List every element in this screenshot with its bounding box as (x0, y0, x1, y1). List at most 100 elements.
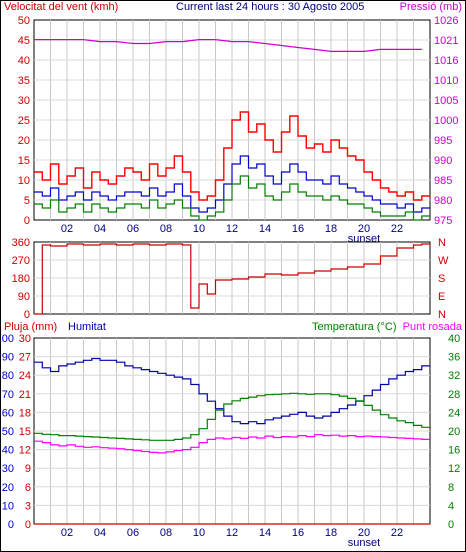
climate-grid (34, 338, 430, 524)
temperature-y-tick-label: 20 (448, 426, 460, 438)
compass-y-tick-label: S (438, 273, 445, 285)
wind-y-tick-label: 25 (18, 115, 30, 127)
temperature-y-tick-label: 32 (448, 370, 460, 382)
pressure-y-tick-label: 1000 (434, 115, 458, 127)
direction-series-line (34, 243, 430, 315)
rain-title: Pluja (mm) (4, 321, 57, 333)
rain-y-tick-label: 30 (19, 333, 31, 345)
pressure-y-tick-label: 1010 (434, 75, 458, 87)
climate-x-tick-label: 06 (127, 527, 139, 539)
wind-series-low-line (34, 175, 430, 221)
climate-x-tick-label: 14 (259, 527, 271, 539)
temperature-y-tick-label: 12 (448, 463, 460, 475)
pressure-y-tick-label: 1016 (434, 55, 458, 67)
compass-y-tick-label: N (438, 309, 446, 321)
rain-y-tick-label: 6 (25, 482, 31, 494)
pressure-y-tick-label: 1021 (434, 35, 458, 47)
climate-x-tick-label: 10 (193, 527, 205, 539)
direction-y-tick-label: 90 (18, 291, 30, 303)
direction-series (34, 243, 430, 315)
humidity-y-tick-label: 40 (2, 445, 14, 457)
humidity-y-tick-label: 70 (2, 389, 14, 401)
climate-x-tick-label: 18 (325, 527, 337, 539)
temperature-y-tick-label: 36 (448, 352, 460, 364)
wind-y-tick-label: 40 (18, 55, 30, 67)
rain-y-tick-label: 9 (25, 463, 31, 475)
climate-sunset-label: sunset (348, 537, 380, 549)
wind-y-tick-label: 30 (18, 95, 30, 107)
rain-y-tick-label: 27 (19, 352, 31, 364)
pressure-y-tick-label: 975 (434, 215, 452, 227)
humidity-y-tick-label: 90 (2, 352, 14, 364)
humidity-y-tick-label: 30 (2, 463, 14, 475)
compass-y-tick-label: W (438, 255, 449, 267)
wind-x-tick-label: 14 (259, 223, 271, 235)
rain-y-tick-label: 15 (19, 426, 31, 438)
wind-x-axis-ticks: 02 04 06 08 10 12 14 16 18 20 22 (61, 223, 403, 235)
wind-y-tick-label: 50 (18, 15, 30, 27)
pressure-title: Pressió (mb) (400, 1, 462, 13)
direction-y-tick-label: 270 (12, 255, 30, 267)
climate-x-tick-label: 22 (391, 527, 403, 539)
rain-y-tick-label: 21 (19, 389, 31, 401)
wind-series-pressure-line (34, 39, 422, 52)
pressure-y-tick-label: 1026 (434, 15, 458, 27)
humidity-y-tick-label: 20 (2, 482, 14, 494)
wind-x-tick-label: 06 (127, 223, 139, 235)
temperature-y-tick-label: 40 (448, 333, 460, 345)
direction-y-tick-label: 180 (12, 273, 30, 285)
humidity-y-tick-label: 60 (2, 407, 14, 419)
pressure-y-tick-label: 980 (434, 195, 452, 207)
wind-y-tick-label: 35 (18, 75, 30, 87)
climate-x-tick-label: 20 (358, 527, 370, 539)
rain-y-tick-label: 0 (25, 519, 31, 531)
pressure-y-tick-label: 995 (434, 135, 452, 147)
humidity-title: Humitat (68, 321, 106, 333)
wind-title: Velocitat del vent (kmh) (4, 1, 118, 13)
pressure-y-tick-label: 990 (434, 155, 452, 167)
climate-series-dew-line (34, 434, 430, 454)
wind-series-gust-line (34, 111, 430, 201)
direction-y-axis-ticks: 0 90 180 270 360 (12, 237, 30, 321)
temperature-y-tick-label: 4 (448, 500, 454, 512)
humidity-y-axis-ticks: 0 10 20 30 40 50 60 70 80 90 100 (0, 333, 14, 531)
direction-grid (34, 242, 430, 314)
humidity-y-tick-label: 10 (2, 500, 14, 512)
pressure-y-axis-ticks: 975 980 985 990 995 1000 1005 1010 1016 1021 1026 (434, 15, 458, 227)
climate-x-tick-label: 02 (61, 527, 73, 539)
wind-y-tick-label: 45 (18, 35, 30, 47)
wind-x-tick-label: 18 (325, 223, 337, 235)
wind-x-tick-label: 10 (193, 223, 205, 235)
wind-x-tick-label: 22 (391, 223, 403, 235)
rain-y-axis-ticks: 0 3 6 9 12 15 18 21 24 27 30 (19, 333, 31, 531)
humidity-y-tick-label: 50 (2, 426, 14, 438)
direction-y-tick-label: 0 (24, 309, 30, 321)
wind-x-tick-label: 16 (292, 223, 304, 235)
rain-y-tick-label: 12 (19, 445, 31, 457)
direction-y-tick-label: 360 (12, 237, 30, 249)
wind-y-tick-label: 15 (18, 155, 30, 167)
wind-x-tick-label: 04 (94, 223, 106, 235)
rain-y-tick-label: 24 (19, 370, 31, 382)
temperature-title: Temperatura (°C) (312, 321, 396, 333)
temperature-y-axis-ticks: 0 4 8 12 16 20 24 28 32 36 40 (448, 333, 460, 531)
climate-series-temperature-line (34, 392, 430, 441)
wind-x-tick-label: 08 (160, 223, 172, 235)
wind-y-tick-label: 10 (18, 175, 30, 187)
wind-x-tick-label: 20 (358, 223, 370, 235)
temperature-y-tick-label: 8 (448, 482, 454, 494)
wind-y-tick-label: 20 (18, 135, 30, 147)
current-date-title: Current last 24 hours : 30 Agosto 2005 (176, 1, 364, 13)
climate-series (34, 357, 430, 525)
dew-title: Punt rosada (403, 321, 463, 333)
temperature-y-tick-label: 24 (448, 407, 460, 419)
compass-y-tick-label: N (438, 237, 446, 249)
wind-y-tick-label: 5 (24, 195, 30, 207)
climate-x-axis-ticks: 02 04 06 08 10 12 14 16 18 20 22 (61, 527, 403, 539)
pressure-y-tick-label: 985 (434, 175, 452, 187)
climate-x-tick-label: 08 (160, 527, 172, 539)
temperature-y-tick-label: 28 (448, 389, 460, 401)
wind-x-tick-label: 12 (226, 223, 238, 235)
